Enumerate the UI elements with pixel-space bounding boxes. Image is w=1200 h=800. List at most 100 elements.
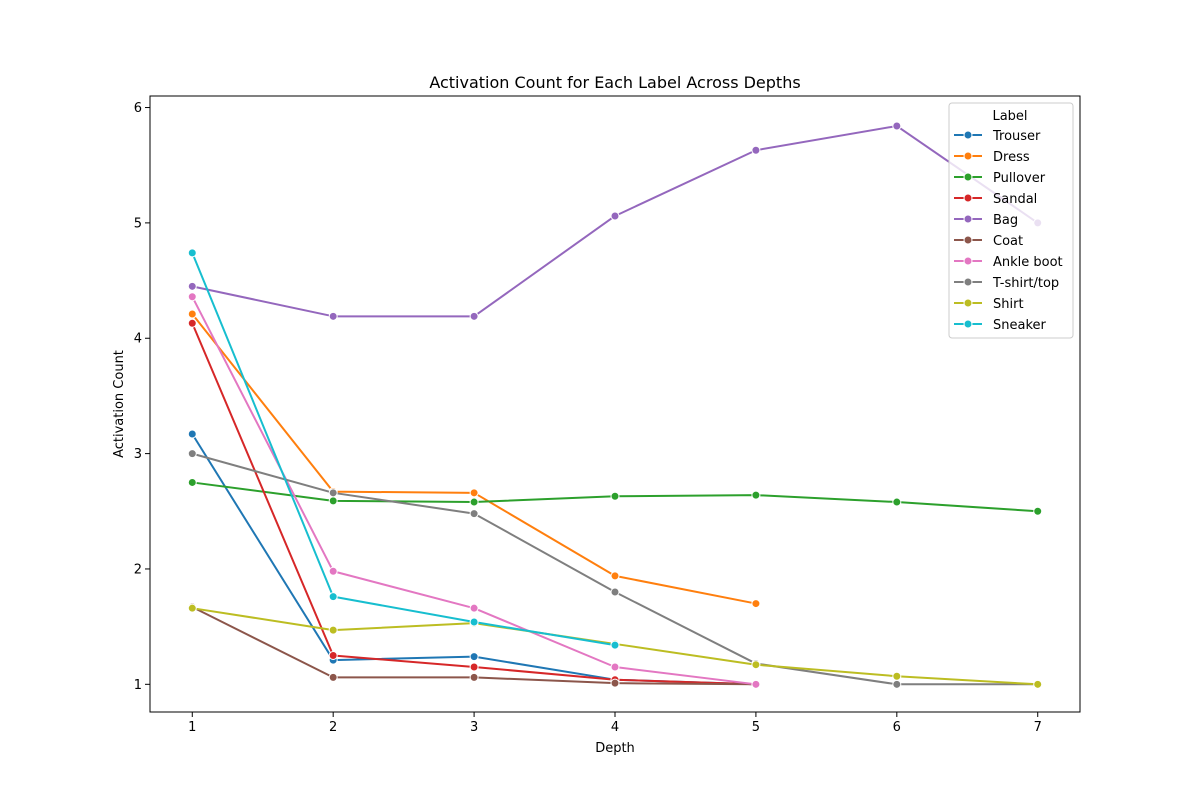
x-tick-label: 1 — [188, 720, 196, 735]
data-point-bag — [187, 281, 197, 291]
x-tick-label: 3 — [470, 720, 478, 735]
data-point-trouser — [469, 652, 479, 662]
legend-item-bag: Bag — [954, 213, 1018, 228]
legend-item-coat: Coat — [954, 234, 1023, 249]
x-tick-label: 2 — [329, 720, 337, 735]
legend-label: Sneaker — [993, 318, 1047, 333]
data-point-shirt — [751, 660, 761, 670]
legend-item-t-shirt-top: T-shirt/top — [954, 276, 1059, 291]
series-pullover — [187, 477, 1043, 516]
data-point-ankle-boot — [187, 292, 197, 302]
data-point-t-shirt-top — [187, 449, 197, 459]
data-point-sneaker — [328, 592, 338, 602]
y-tick-label: 5 — [134, 216, 142, 231]
legend-label: Trouser — [992, 129, 1041, 144]
legend-item-dress: Dress — [954, 150, 1030, 165]
series-sneaker — [187, 248, 620, 650]
data-point-dress — [187, 309, 197, 319]
data-point-pullover — [751, 490, 761, 500]
data-point-sandal — [328, 650, 338, 660]
data-point-coat — [610, 678, 620, 688]
data-point-pullover — [328, 496, 338, 506]
data-point-bag — [610, 211, 620, 221]
legend-label: Ankle boot — [993, 255, 1063, 270]
x-tick-label: 5 — [752, 720, 760, 735]
y-tick-label: 3 — [134, 447, 142, 462]
data-point-sneaker — [187, 248, 197, 258]
legend-item-trouser: Trouser — [954, 129, 1041, 144]
data-point-shirt — [1033, 679, 1043, 689]
legend-swatch-marker — [963, 193, 973, 203]
legend-swatch-marker — [963, 151, 973, 161]
x-tick-label: 4 — [611, 720, 619, 735]
data-point-shirt — [328, 625, 338, 635]
x-axis-title: Depth — [595, 741, 635, 756]
legend-swatch-marker — [963, 214, 973, 224]
legend: Label Trouser Dress Pullover Sandal Bag Coat A… — [948, 102, 1074, 339]
series-line-sneaker — [191, 252, 616, 647]
data-point-coat — [328, 672, 338, 682]
legend-title: Label — [992, 109, 1027, 124]
legend-swatch-marker — [963, 235, 973, 245]
x-tick-label: 7 — [1034, 720, 1042, 735]
legend-item-pullover: Pullover — [954, 171, 1046, 186]
y-tick-label: 1 — [134, 678, 142, 693]
legend-label: Sandal — [993, 192, 1037, 207]
legend-swatch-marker — [963, 319, 973, 329]
data-point-t-shirt-top — [892, 679, 902, 689]
legend-label: Dress — [993, 150, 1030, 165]
axis-layer: 1 2 3 4 5 6 7 1 2 3 4 5 6 — [134, 101, 1042, 735]
data-point-t-shirt-top — [469, 509, 479, 519]
data-point-pullover — [187, 477, 197, 487]
y-tick-label: 4 — [134, 332, 142, 347]
data-point-ankle-boot — [328, 566, 338, 576]
data-point-pullover — [1033, 506, 1043, 516]
plot-area: 1 2 3 4 5 6 7 1 2 3 4 5 6 — [134, 95, 1081, 735]
legend-item-shirt: Shirt — [954, 297, 1024, 312]
legend-swatch-marker — [963, 172, 973, 182]
data-point-trouser — [187, 429, 197, 439]
legend-label: Pullover — [993, 171, 1046, 186]
legend-label: T-shirt/top — [992, 276, 1059, 291]
legend-swatch-marker — [963, 298, 973, 308]
data-point-sandal — [187, 318, 197, 328]
legend-item-ankle-boot: Ankle boot — [954, 255, 1063, 270]
legend-swatch-marker — [963, 256, 973, 266]
legend-items: Trouser Dress Pullover Sandal Bag Coat Ankle b… — [954, 129, 1063, 333]
y-axis-title: Activation Count — [112, 350, 127, 458]
data-point-sneaker — [469, 617, 479, 627]
data-point-t-shirt-top — [610, 587, 620, 597]
data-point-dress — [751, 599, 761, 609]
data-point-dress — [610, 571, 620, 581]
legend-frame — [948, 102, 1074, 339]
legend-swatch-marker — [963, 130, 973, 140]
data-point-shirt — [187, 603, 197, 613]
series-layer — [187, 121, 1043, 689]
data-point-coat — [469, 672, 479, 682]
data-point-pullover — [610, 491, 620, 501]
data-point-t-shirt-top — [328, 488, 338, 498]
plot-frame — [149, 95, 1081, 713]
data-point-bag — [328, 311, 338, 321]
data-point-ankle-boot — [469, 603, 479, 613]
legend-swatch-marker — [963, 277, 973, 287]
legend-item-sneaker: Sneaker — [954, 318, 1047, 333]
data-point-sandal — [469, 662, 479, 672]
data-point-bag — [751, 145, 761, 155]
legend-label: Bag — [993, 213, 1018, 228]
data-point-shirt — [892, 671, 902, 681]
legend-item-sandal: Sandal — [954, 192, 1037, 207]
data-point-sneaker — [610, 640, 620, 650]
x-tick-label: 6 — [893, 720, 901, 735]
data-point-bag — [469, 311, 479, 321]
data-point-bag — [892, 121, 902, 131]
data-point-dress — [469, 488, 479, 498]
legend-label: Shirt — [993, 297, 1024, 312]
data-point-pullover — [892, 497, 902, 507]
chart-title: Activation Count for Each Label Across D… — [429, 73, 800, 92]
data-point-ankle-boot — [610, 662, 620, 672]
y-tick-label: 6 — [134, 101, 142, 116]
legend-label: Coat — [993, 234, 1023, 249]
data-point-pullover — [469, 497, 479, 507]
